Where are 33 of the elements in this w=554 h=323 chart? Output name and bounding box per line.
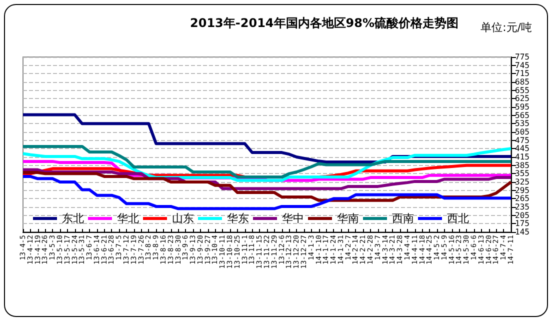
y-tick-label: 655 <box>515 86 530 95</box>
y-tick-label: 625 <box>515 94 530 104</box>
y-tick-label: 745 <box>515 60 530 70</box>
legend-label: 华南 <box>337 212 359 225</box>
y-tick-label: 415 <box>515 152 530 162</box>
chart-title: 2013年-2014年国内各地区98%硫酸价格走势图 <box>190 16 458 30</box>
y-tick-label: 205 <box>515 210 530 220</box>
y-tick-label: 235 <box>515 202 530 212</box>
text: 单位:元/吨 <box>480 21 532 34</box>
y-tick-label: 475 <box>515 136 530 145</box>
legend-label: 西南 <box>392 212 414 225</box>
y-tick-label: 505 <box>515 128 530 136</box>
y-tick-label: 715 <box>515 69 530 78</box>
y-tick-label: 295 <box>515 186 530 195</box>
legend-label: 山东 <box>172 212 194 225</box>
y-tick-label: 535 <box>515 119 530 128</box>
legend-label: 东北 <box>62 212 84 225</box>
y-tick-label: 145 <box>515 228 530 236</box>
y-tick-label: 595 <box>515 102 530 112</box>
y-tick-label: 355 <box>515 169 530 178</box>
y-tick-label: 445 <box>515 144 530 154</box>
y-tick-label: 385 <box>515 160 530 170</box>
y-tick-label: 565 <box>515 110 530 120</box>
legend-label: 华中 <box>282 212 304 225</box>
y-tick-label: 685 <box>515 78 530 86</box>
y-tick-label: 325 <box>515 178 530 186</box>
legend-label: 华东 <box>227 212 249 225</box>
line-series <box>22 174 512 210</box>
y-tick-label: 775 <box>515 52 530 62</box>
y-tick-label: 265 <box>515 194 530 204</box>
legend-label: 华北 <box>117 212 139 225</box>
legend-label: 西北 <box>447 212 469 225</box>
y-tick-label: 175 <box>515 219 530 228</box>
